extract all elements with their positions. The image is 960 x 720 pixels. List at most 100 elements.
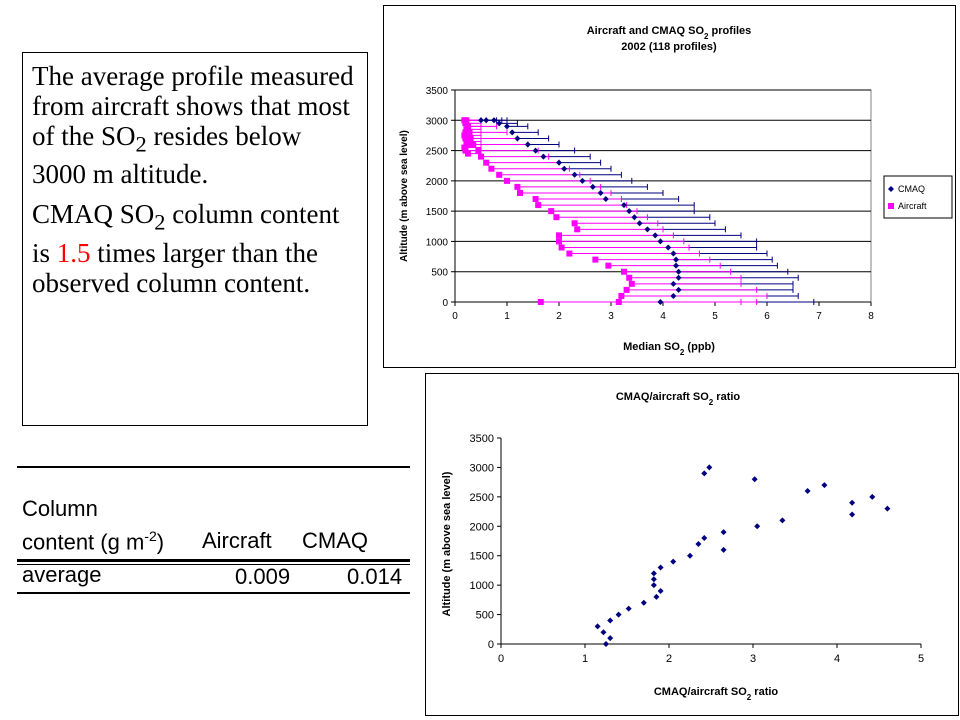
y-tick-label: 0 bbox=[442, 298, 448, 309]
legend-aircraft-swatch bbox=[888, 203, 894, 209]
ratio-chart: CMAQ/aircraft SO2 ratio CMAQ/aircraft SO… bbox=[441, 391, 924, 702]
aircraft-point bbox=[556, 232, 562, 239]
ratio-point bbox=[695, 540, 702, 547]
y-tick-label: 3500 bbox=[426, 86, 449, 97]
x-tick-label: 5 bbox=[712, 311, 718, 322]
aircraft-point bbox=[615, 299, 622, 305]
y-tick-label: 3000 bbox=[426, 116, 449, 127]
ratio-point bbox=[650, 576, 657, 583]
cmaq-point bbox=[556, 159, 562, 166]
cmaq-point bbox=[675, 274, 682, 281]
y-tick-label: 2000 bbox=[426, 177, 449, 188]
cmaq-point bbox=[621, 202, 627, 209]
cmaq-point bbox=[540, 153, 547, 160]
x-tick-label: 4 bbox=[660, 311, 666, 322]
ratio-point bbox=[603, 641, 609, 647]
table-row-label: average bbox=[22, 562, 102, 587]
ratio-point bbox=[849, 511, 856, 518]
aircraft-point bbox=[514, 183, 521, 190]
cmaq-point bbox=[504, 123, 510, 130]
aircraft-point bbox=[626, 274, 633, 281]
x-tick-label: 4 bbox=[834, 653, 840, 665]
y-tick-label: 1500 bbox=[426, 207, 449, 218]
ratio-point bbox=[607, 617, 614, 624]
cmaq-point bbox=[514, 135, 521, 142]
aircraft-point bbox=[463, 126, 470, 133]
aircraft-point bbox=[462, 120, 469, 127]
cmaq-point bbox=[673, 256, 679, 263]
aircraft-point bbox=[532, 196, 539, 203]
ratio-point bbox=[706, 464, 713, 471]
x-tick-label: 1 bbox=[504, 311, 510, 322]
x-tick-label: 2 bbox=[556, 311, 562, 322]
aircraft-point bbox=[461, 117, 468, 124]
aircraft-point bbox=[467, 135, 474, 142]
column-content-table: Column content (g m-2) Aircraft CMAQ ave… bbox=[17, 466, 410, 596]
aircraft-point bbox=[496, 171, 503, 178]
aircraft-point bbox=[462, 147, 469, 154]
summary-paragraph-1: The average profile measured from aircra… bbox=[32, 61, 354, 190]
table-row-cmaq-value: 0.014 bbox=[347, 564, 403, 589]
cmaq-point bbox=[631, 214, 638, 221]
plot-area bbox=[454, 89, 872, 303]
cmaq-point bbox=[483, 117, 490, 124]
ratio-point bbox=[821, 482, 828, 489]
y-tick-label: 0 bbox=[488, 639, 494, 651]
summary-paragraph-2: CMAQ SO2 column content is 1.5 times lar… bbox=[32, 199, 340, 298]
profile-chart-title-line2: 2002 (118 profiles) bbox=[621, 41, 717, 53]
ratio-point bbox=[701, 470, 708, 477]
aircraft-point bbox=[461, 132, 468, 139]
ratio-point bbox=[650, 582, 657, 589]
table-bottom-rule bbox=[17, 592, 410, 594]
x-tick-label: 6 bbox=[764, 311, 770, 322]
aircraft-point bbox=[553, 214, 560, 221]
ratio-point bbox=[779, 517, 786, 524]
cmaq-point bbox=[478, 117, 484, 124]
ratio-point bbox=[615, 611, 622, 618]
aircraft-point bbox=[478, 153, 484, 160]
aircraft-point bbox=[488, 165, 495, 172]
x-tick-label: 3 bbox=[608, 311, 614, 322]
cmaq-point bbox=[509, 129, 516, 136]
ratio-point bbox=[687, 552, 693, 559]
cmaq-point bbox=[657, 299, 664, 305]
aircraft-point bbox=[537, 299, 544, 305]
aircraft-point bbox=[465, 123, 471, 130]
ratio-highlight: 1.5 bbox=[56, 237, 91, 268]
aircraft-point bbox=[535, 202, 542, 209]
ratio-point bbox=[650, 570, 657, 577]
y-tick-label: 1500 bbox=[470, 551, 494, 563]
x-tick-label: 1 bbox=[582, 653, 588, 665]
table-header-aircraft: Aircraft bbox=[202, 528, 272, 553]
ratio-point bbox=[600, 629, 607, 636]
aircraft-point bbox=[461, 144, 468, 151]
cmaq-point bbox=[673, 262, 679, 269]
y-tick-label: 500 bbox=[476, 610, 494, 622]
aircraft-point bbox=[462, 135, 469, 142]
cmaq-point bbox=[626, 208, 633, 215]
y-tick-label: 500 bbox=[431, 268, 448, 279]
cmaq-point bbox=[589, 183, 596, 190]
cmaq-point bbox=[657, 238, 664, 245]
cmaq-point bbox=[571, 171, 578, 178]
aircraft-point bbox=[483, 159, 490, 166]
ratio-chart-panel: CMAQ/aircraft SO2 ratio CMAQ/aircraft SO… bbox=[425, 373, 959, 716]
cmaq-point bbox=[597, 189, 604, 196]
x-tick-label: 7 bbox=[816, 311, 822, 322]
profile-chart-panel: Aircraft and CMAQ SO2 profiles 2002 (118… bbox=[383, 5, 956, 368]
y-tick-label: 2500 bbox=[426, 147, 449, 158]
ratio-point bbox=[751, 476, 758, 483]
y-tick-label: 3500 bbox=[470, 433, 494, 445]
cmaq-point bbox=[532, 147, 539, 154]
aircraft-point bbox=[605, 262, 612, 269]
y-tick-label: 1000 bbox=[470, 580, 494, 592]
table-header-rule bbox=[17, 559, 410, 562]
profile-chart: Aircraft and CMAQ SO2 profiles 2002 (118… bbox=[399, 25, 953, 357]
cmaq-point bbox=[496, 120, 503, 127]
cmaq-point bbox=[524, 141, 531, 148]
table-header-content: content (g m-2) bbox=[22, 528, 165, 555]
ratio-point bbox=[804, 487, 811, 494]
y-tick-label: 2000 bbox=[470, 521, 494, 533]
profile-chart-legend: CMAQ Aircraft bbox=[883, 175, 953, 219]
ratio-point bbox=[653, 593, 660, 600]
